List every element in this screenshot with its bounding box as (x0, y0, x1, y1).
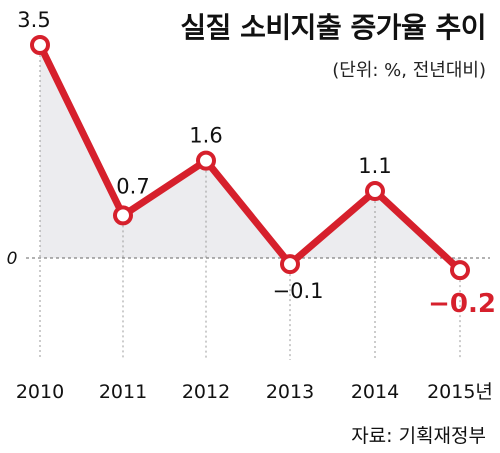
x-tick-label: 2013 (266, 381, 314, 403)
series-line (36, 41, 464, 274)
data-label: 1.6 (189, 124, 222, 148)
data-label: −0.1 (273, 279, 324, 303)
data-label: 1.1 (358, 154, 391, 178)
data-point (280, 254, 300, 275)
x-tick-label: 2015년 (427, 381, 493, 403)
data-point (113, 205, 133, 226)
data-point (30, 35, 50, 55)
x-tick-label: 2010 (16, 381, 64, 403)
data-point (365, 181, 385, 202)
x-tick-label: 2011 (99, 381, 147, 403)
data-point (196, 150, 216, 171)
zero-label: 0 (7, 249, 18, 269)
x-tick-label: 2012 (182, 381, 230, 403)
data-label: 3.5 (17, 8, 50, 32)
source-note: 자료: 기획재정부 (351, 425, 486, 447)
data-point (450, 260, 470, 281)
data-label: 0.7 (116, 174, 149, 198)
chart-subtitle: (단위: %, 전년대비) (332, 60, 486, 81)
area-fill (40, 45, 460, 271)
x-tick-label: 2014 (351, 381, 399, 403)
chart-title: 실질 소비지출 증가율 추이 (180, 11, 486, 44)
data-label: −0.2 (428, 289, 496, 319)
